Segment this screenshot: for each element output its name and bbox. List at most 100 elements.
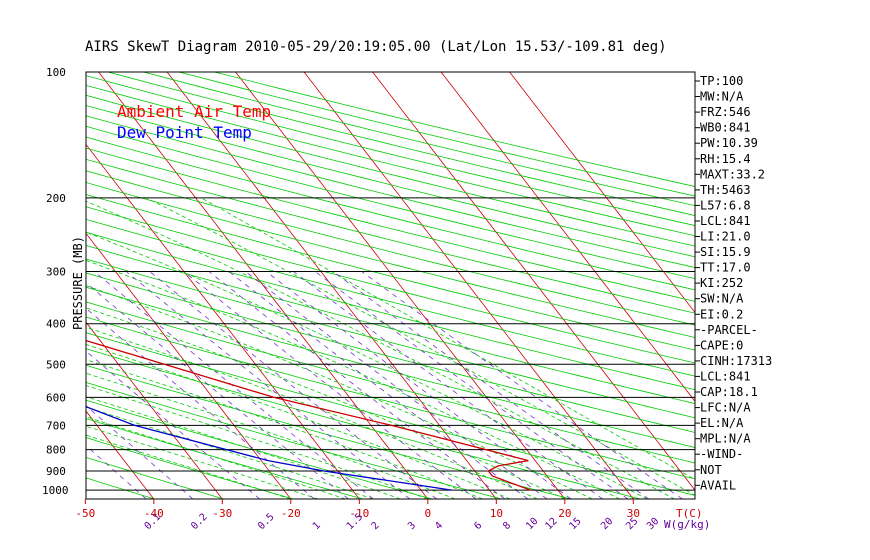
dry-adiabat-line xyxy=(86,286,695,448)
isotherm-line xyxy=(166,72,497,499)
bottom-temp-tick-label: -30 xyxy=(212,507,232,520)
dry-adiabat-line xyxy=(86,301,695,464)
legend-dew-point: Dew Point Temp xyxy=(117,123,252,142)
dry-adiabat-line xyxy=(86,206,695,364)
bottom-temp-tick-label: 30 xyxy=(627,507,640,520)
dry-adiabat-line xyxy=(86,316,695,480)
dry-adiabat-line xyxy=(86,437,294,499)
pressure-tick-labels: 100 200 300 400 500 600 700 800 900 1000 xyxy=(42,66,69,497)
mixing-ratio-line xyxy=(86,350,260,499)
pressure-tick-label: 400 xyxy=(46,318,66,331)
moist-adiabat-line xyxy=(86,326,538,499)
profile-series xyxy=(86,339,531,491)
stability-index-item: PW:10.39 xyxy=(700,136,758,150)
stability-index-item: LCL:841 xyxy=(700,369,751,383)
moist-adiabat-line xyxy=(86,396,401,499)
dry-adiabat-line xyxy=(86,332,695,496)
stability-index-item: EI:0.2 xyxy=(700,307,743,321)
moist-adiabat-line xyxy=(86,344,511,499)
dew-point-line xyxy=(86,405,452,491)
mixing-ratio-tick-label: 30 xyxy=(645,516,661,532)
dry-adiabat-line xyxy=(86,364,572,499)
dry-adiabat-line xyxy=(86,194,695,351)
moist-adiabat-line xyxy=(86,231,648,499)
stability-index-item: -PARCEL- xyxy=(700,323,758,337)
stability-index-item: MW:N/A xyxy=(700,90,744,104)
legend-air-temp: Ambient Air Temp xyxy=(117,102,271,121)
stability-index-item: LFC:N/A xyxy=(700,401,751,415)
stability-index-item: FRZ:546 xyxy=(700,105,751,119)
moist-adiabat-line xyxy=(86,307,565,499)
mixing-ratio-tick-label: 0.2 xyxy=(189,512,210,533)
dry-adiabat-line xyxy=(86,272,695,433)
dry-adiabat-line xyxy=(86,218,695,377)
bottom-temp-tick-label: -50 xyxy=(75,507,95,520)
stability-index-item: KI:252 xyxy=(700,276,743,290)
isotherm-line xyxy=(86,410,155,499)
dry-adiabat-line xyxy=(86,245,695,404)
stability-index-item: SI:15.9 xyxy=(700,245,751,259)
dry-adiabat-line xyxy=(214,72,695,187)
moist-adiabat-line xyxy=(201,197,695,481)
moist-adiabat-line xyxy=(86,285,593,499)
mixing-ratio-line xyxy=(245,271,548,499)
pressure-tick-label: 200 xyxy=(46,192,66,205)
pressure-tick-label: 800 xyxy=(46,444,66,457)
stability-index-item: TP:100 xyxy=(700,74,743,88)
mixing-ratio-tick-label: 1 xyxy=(311,520,323,532)
moist-adiabat-line xyxy=(86,416,346,499)
dry-adiabat-line xyxy=(86,258,695,419)
bottom-temp-tick-label: 10 xyxy=(490,507,503,520)
mixing-ratio-line xyxy=(183,271,477,499)
stability-index-item: RH:15.4 xyxy=(700,152,751,166)
dry-adiabat-line xyxy=(86,125,695,280)
air-temp-line xyxy=(86,339,531,491)
stability-index-item: WB0:841 xyxy=(700,121,751,135)
mixing-ratio-line xyxy=(126,271,411,499)
dry-adiabat-line xyxy=(86,170,695,326)
bottom-temp-tick-label: -10 xyxy=(349,507,369,520)
isotherm-line xyxy=(86,232,292,499)
stability-index-item: LCL:841 xyxy=(700,214,751,228)
mixing-ratio-tick-label: 4 xyxy=(433,520,445,532)
mixing-ratio-tick-label: 0.5 xyxy=(256,512,277,533)
moist-adiabat-line xyxy=(86,425,319,499)
stability-index-item: TH:5463 xyxy=(700,183,751,197)
dry-adiabat-line xyxy=(143,72,695,207)
moist-adiabat-line xyxy=(86,200,675,499)
mixing-ratio-line xyxy=(86,405,194,499)
mixing-ratio-tick-label: 10 xyxy=(524,516,540,532)
temp-unit-label: T(C) xyxy=(676,507,703,520)
pressure-tick-label: 1000 xyxy=(42,484,69,497)
isotherm-line xyxy=(440,72,695,402)
isotherm-line xyxy=(303,72,634,499)
mixing-ratio-line xyxy=(228,271,529,499)
stability-index-item: L57:6.8 xyxy=(700,198,751,212)
mixing-ratio-line xyxy=(332,271,650,499)
pressure-tick-label: 700 xyxy=(46,419,66,432)
stability-index-item: TT:17.0 xyxy=(700,261,751,275)
chart-title: AIRS SkewT Diagram 2010-05-29/20:19:05.0… xyxy=(85,39,667,55)
stability-index-item: CINH:17313 xyxy=(700,354,772,368)
pressure-axis-label: PRESSURE (MB) xyxy=(71,236,85,330)
bottom-temp-tick-label: -20 xyxy=(281,507,301,520)
bottom-temp-tick-label: 20 xyxy=(558,507,571,520)
mixing-ratio-line xyxy=(94,271,374,499)
dry-adiabat-line xyxy=(86,105,695,258)
dry-adiabat-line xyxy=(86,456,224,499)
mixing-ratio-lines xyxy=(86,271,683,499)
dry-adiabat-line xyxy=(178,72,695,197)
stability-index-item: -WIND- xyxy=(700,447,743,461)
dry-adiabat-line xyxy=(86,94,695,247)
isotherm-line xyxy=(0,72,17,499)
dry-adiabat-lines xyxy=(86,72,695,499)
stability-index-item: CAPE:0 xyxy=(700,338,743,352)
bottom-temp-tick-label: -40 xyxy=(144,507,164,520)
isotherm-line xyxy=(86,321,223,499)
dry-adiabat-line xyxy=(86,182,695,338)
bottom-temperature-ticks: -50 -40 -30 -20 -10 0 10 20 30 xyxy=(75,499,640,520)
mixing-ratio-line xyxy=(361,271,683,499)
mixing-ratio-line xyxy=(208,271,506,499)
dry-adiabat-line xyxy=(86,136,695,291)
mixing-ratio-line xyxy=(149,271,437,499)
